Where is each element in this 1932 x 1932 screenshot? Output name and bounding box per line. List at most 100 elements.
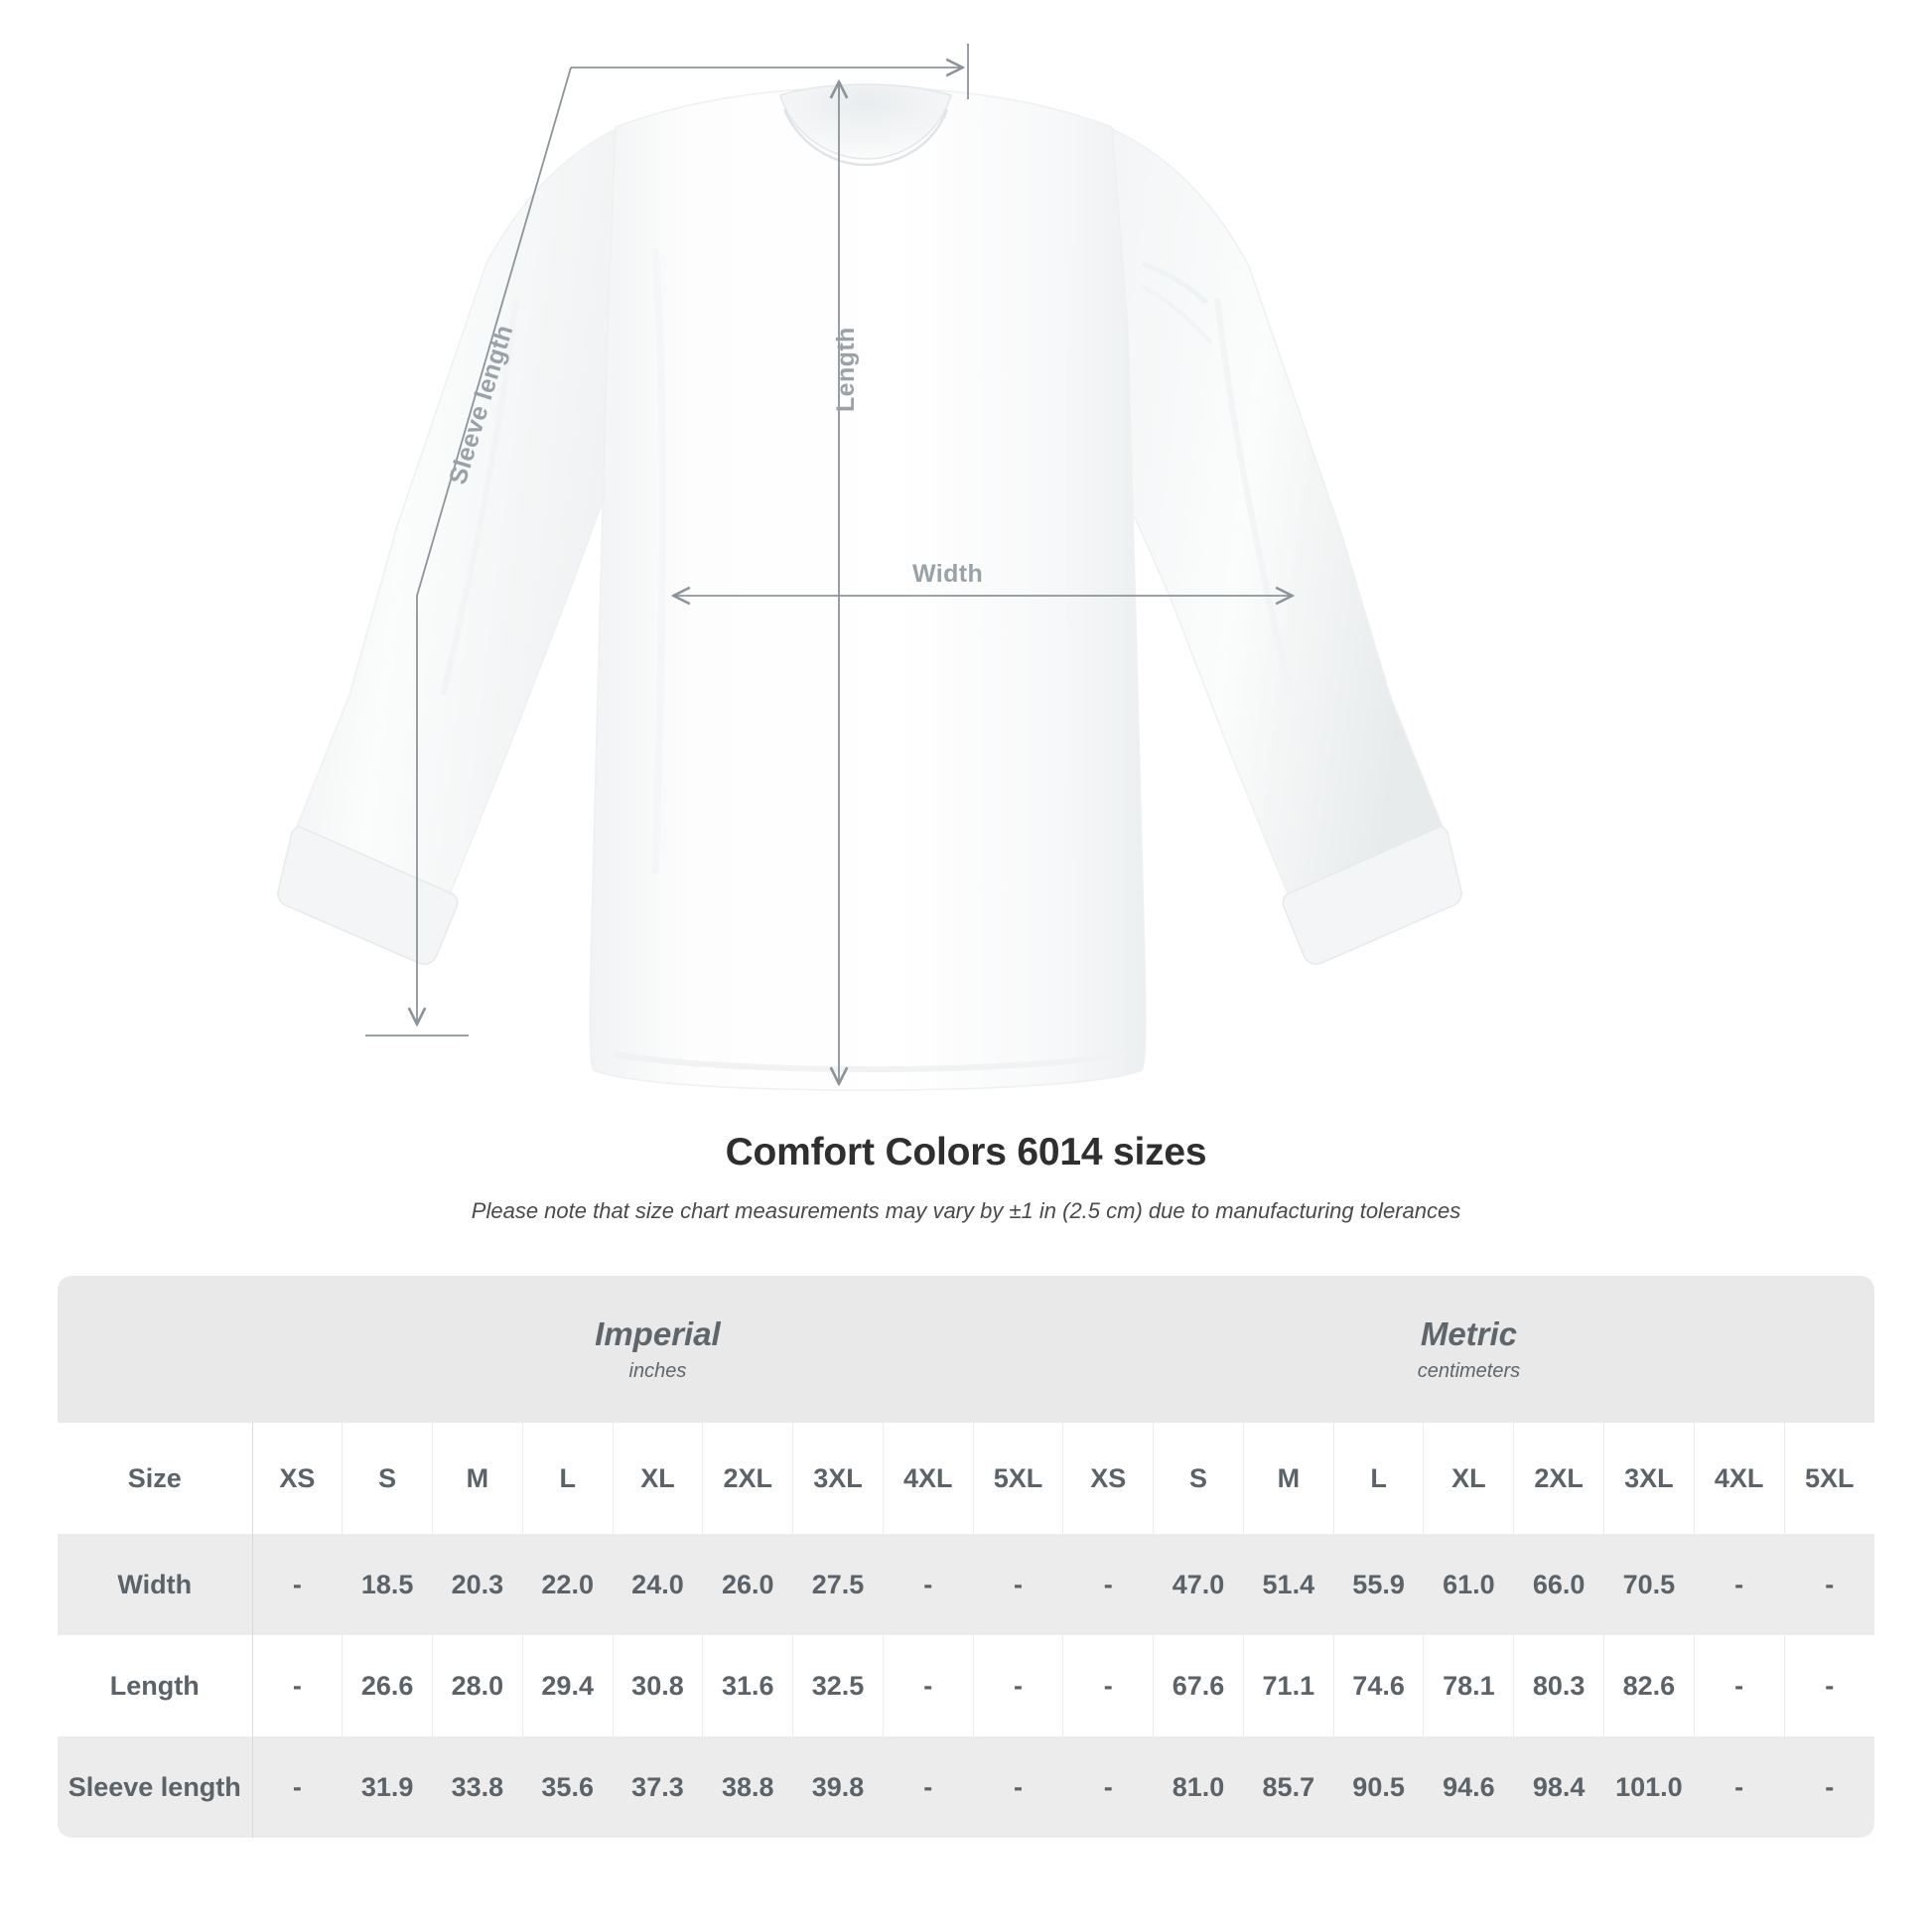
- cell-width-metric-3xl: 70.5: [1603, 1534, 1695, 1635]
- size-header-l: L: [1333, 1423, 1425, 1534]
- size-header-l: L: [522, 1423, 614, 1534]
- size-header-xs: XS: [1062, 1423, 1155, 1534]
- cell-sleeve-length-imperial-xl: 37.3: [613, 1736, 704, 1838]
- cell-length-metric-l: 74.6: [1333, 1635, 1425, 1736]
- tolerance-note: Please note that size chart measurements…: [471, 1197, 1461, 1223]
- shirt-illustration: [277, 44, 1462, 1091]
- table-row: Width -18.5 20.3 22.0 24.0 26.0 27.5- - -47.0 51.…: [58, 1534, 1874, 1635]
- cell-width-metric-4xl: -: [1694, 1534, 1785, 1635]
- size-header-4xl: 4XL: [1694, 1423, 1785, 1534]
- size-header-2xl: 2XL: [702, 1423, 794, 1534]
- measurement-label-length: Length: [58, 1635, 253, 1736]
- cell-sleeve-length-metric-s: 81.0: [1153, 1736, 1244, 1838]
- cell-length-imperial-m: 28.0: [432, 1635, 523, 1736]
- measurement-label-width: Width: [58, 1534, 253, 1635]
- unit-group-name: Metric: [1420, 1314, 1518, 1352]
- cell-width-metric-5xl: -: [1784, 1534, 1874, 1635]
- cell-length-metric-xs: -: [1062, 1635, 1155, 1736]
- cell-sleeve-length-imperial-5xl: -: [973, 1736, 1064, 1838]
- cell-width-imperial-2xl: 26.0: [702, 1534, 794, 1635]
- unit-group-subtitle: centimeters: [1417, 1360, 1521, 1383]
- page-title: Comfort Colors 6014 sizes: [725, 1131, 1207, 1173]
- cell-width-metric-l: 55.9: [1333, 1534, 1425, 1635]
- cell-sleeve-length-imperial-xs: -: [252, 1736, 344, 1838]
- cell-sleeve-length-metric-l: 90.5: [1333, 1736, 1425, 1838]
- cell-length-imperial-s: 26.6: [342, 1635, 434, 1736]
- cell-length-metric-5xl: -: [1784, 1635, 1874, 1736]
- cell-sleeve-length-metric-4xl: -: [1694, 1736, 1785, 1838]
- size-header-xs: XS: [252, 1423, 344, 1534]
- cell-sleeve-length-metric-3xl: 101.0: [1603, 1736, 1695, 1838]
- cell-width-imperial-m: 20.3: [432, 1534, 523, 1635]
- table-row: Sleeve length -31.9 33.8 35.6 37.3 38.8 39.8- -…: [58, 1736, 1874, 1838]
- size-header-xl: XL: [613, 1423, 704, 1534]
- unit-group-row: Imperial inches Metric centimeters: [58, 1276, 1874, 1423]
- cell-sleeve-length-metric-m: 85.7: [1243, 1736, 1334, 1838]
- size-header-4xl: 4XL: [883, 1423, 974, 1534]
- unit-row-spacer: [58, 1276, 253, 1423]
- size-header-5xl: 5XL: [1784, 1423, 1874, 1534]
- cell-length-metric-2xl: 80.3: [1513, 1635, 1604, 1736]
- cell-length-metric-s: 67.6: [1153, 1635, 1244, 1736]
- heading-block: Comfort Colors 6014 sizes Please note th…: [0, 1131, 1932, 1224]
- cell-sleeve-length-imperial-2xl: 38.8: [702, 1736, 794, 1838]
- cell-sleeve-length-metric-xs: -: [1062, 1736, 1155, 1838]
- table-row: Length -26.6 28.0 29.4 30.8 31.6 32.5- - -67.6 71…: [58, 1635, 1874, 1736]
- size-chart-table: Imperial inches Metric centimeters Size XS S M L…: [58, 1276, 1874, 1838]
- size-header-5xl: 5XL: [973, 1423, 1064, 1534]
- size-header-s: S: [1153, 1423, 1244, 1534]
- cell-length-imperial-xl: 30.8: [613, 1635, 704, 1736]
- size-header-row: Size XS S M L XL 2XL 3XL 4XL 5XL XS S M L XL 2XL 3XL 4XL 5…: [58, 1423, 1874, 1534]
- size-header-2xl: 2XL: [1513, 1423, 1604, 1534]
- cell-width-metric-s: 47.0: [1153, 1534, 1244, 1635]
- cell-length-imperial-5xl: -: [973, 1635, 1064, 1736]
- size-column-header: Size: [58, 1423, 253, 1534]
- cell-length-imperial-2xl: 31.6: [702, 1635, 794, 1736]
- cell-length-imperial-3xl: 32.5: [792, 1635, 884, 1736]
- cell-sleeve-length-imperial-m: 33.8: [432, 1736, 523, 1838]
- cell-sleeve-length-metric-xl: 94.6: [1423, 1736, 1515, 1838]
- cell-width-imperial-s: 18.5: [342, 1534, 434, 1635]
- unit-group-name: Imperial: [595, 1314, 721, 1352]
- size-header-m: M: [432, 1423, 523, 1534]
- shirt-shape: [277, 83, 1462, 1091]
- cell-width-metric-xl: 61.0: [1423, 1534, 1515, 1635]
- cell-width-imperial-l: 22.0: [522, 1534, 614, 1635]
- measurement-label-sleeve-length: Sleeve length: [58, 1736, 253, 1838]
- cell-length-imperial-xs: -: [252, 1635, 344, 1736]
- unit-group-metric: Metric centimeters: [1062, 1276, 1874, 1423]
- unit-group-subtitle: inches: [628, 1360, 687, 1383]
- unit-group-imperial: Imperial inches: [252, 1276, 1063, 1423]
- length-label: Length: [832, 327, 860, 412]
- size-header-3xl: 3XL: [1603, 1423, 1695, 1534]
- garment-diagram: Width Length Sleeve length: [277, 44, 1462, 1091]
- cell-length-metric-m: 71.1: [1243, 1635, 1334, 1736]
- cell-width-metric-m: 51.4: [1243, 1534, 1334, 1635]
- cell-length-metric-3xl: 82.6: [1603, 1635, 1695, 1736]
- sleeve-length-line: [365, 44, 969, 1036]
- cell-width-metric-xs: -: [1062, 1534, 1155, 1635]
- cell-width-imperial-xs: -: [252, 1534, 344, 1635]
- cell-width-imperial-4xl: -: [883, 1534, 974, 1635]
- width-label: Width: [912, 560, 984, 588]
- cell-length-imperial-l: 29.4: [522, 1635, 614, 1736]
- cell-width-imperial-5xl: -: [973, 1534, 1064, 1635]
- cell-width-imperial-xl: 24.0: [613, 1534, 704, 1635]
- cell-sleeve-length-imperial-s: 31.9: [342, 1736, 434, 1838]
- cell-sleeve-length-metric-5xl: -: [1784, 1736, 1874, 1838]
- cell-sleeve-length-imperial-4xl: -: [883, 1736, 974, 1838]
- cell-width-imperial-3xl: 27.5: [792, 1534, 884, 1635]
- size-header-m: M: [1243, 1423, 1334, 1534]
- cell-length-imperial-4xl: -: [883, 1635, 974, 1736]
- cell-length-metric-4xl: -: [1694, 1635, 1785, 1736]
- cell-sleeve-length-imperial-3xl: 39.8: [792, 1736, 884, 1838]
- cell-sleeve-length-imperial-l: 35.6: [522, 1736, 614, 1838]
- measurement-lines: [365, 44, 1291, 1082]
- cell-sleeve-length-metric-2xl: 98.4: [1513, 1736, 1604, 1838]
- cell-length-metric-xl: 78.1: [1423, 1635, 1515, 1736]
- size-header-xl: XL: [1423, 1423, 1515, 1534]
- size-chart-table-wrap: Imperial inches Metric centimeters Size XS S M L…: [58, 1276, 1874, 1838]
- size-header-3xl: 3XL: [792, 1423, 884, 1534]
- size-header-s: S: [342, 1423, 434, 1534]
- cell-width-metric-2xl: 66.0: [1513, 1534, 1604, 1635]
